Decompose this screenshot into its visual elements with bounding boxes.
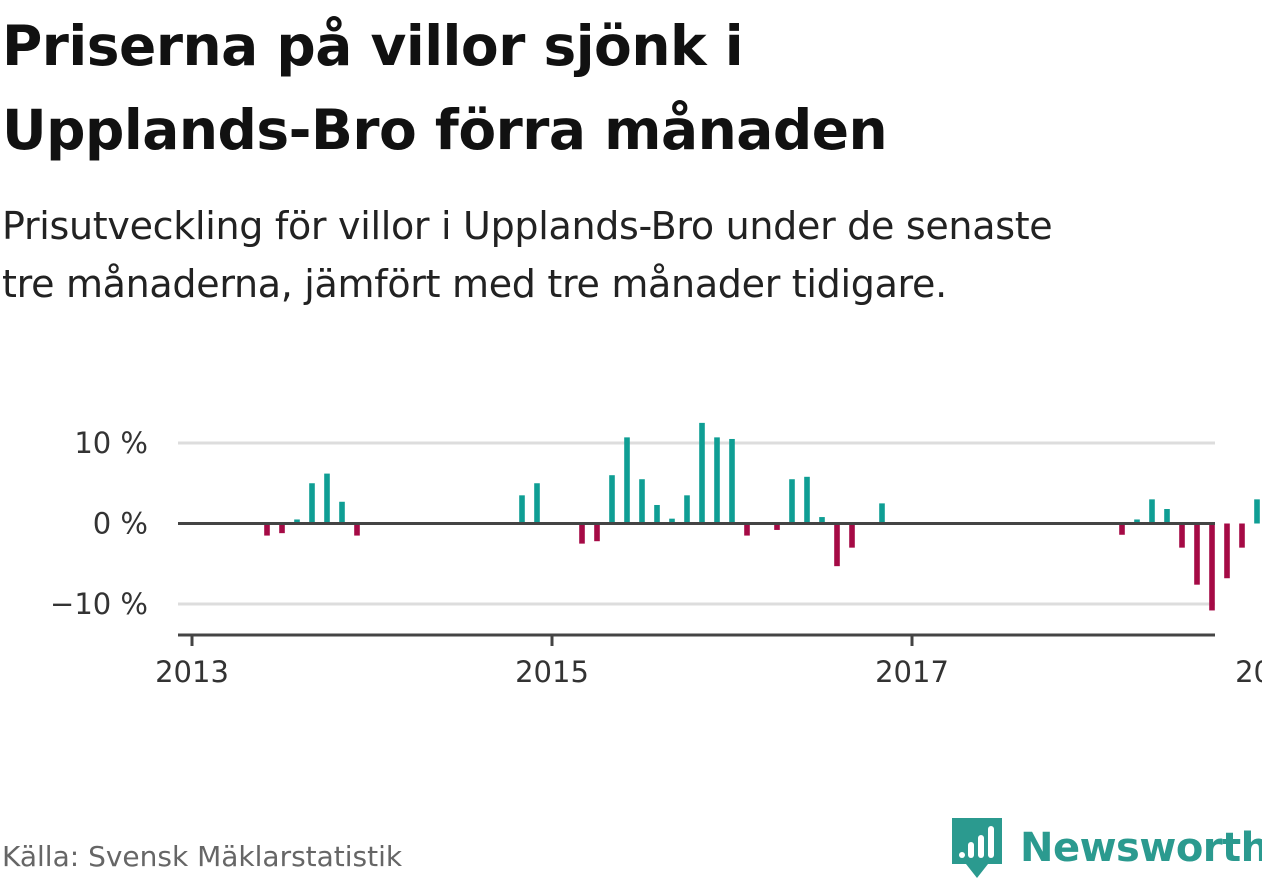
bar (1164, 509, 1170, 524)
bar (309, 483, 315, 524)
bar (729, 438, 735, 524)
bar (339, 501, 345, 524)
bar (1254, 499, 1260, 524)
bar (264, 523, 270, 536)
bar (1149, 499, 1155, 524)
bar (714, 437, 720, 524)
bar (684, 495, 690, 524)
gridlines (178, 441, 1215, 606)
bar (834, 523, 840, 567)
bar (1239, 523, 1245, 548)
x-tick-label: 2019 (1235, 655, 1262, 689)
bar (804, 476, 810, 524)
x-tick-label: 2013 (155, 655, 229, 689)
bar-chart: 10 %0 %−10 %201320152017201920212023−12 … (50, 422, 1262, 689)
bar (1209, 523, 1215, 611)
bar (1179, 523, 1185, 548)
bar (609, 475, 615, 524)
bar (1134, 519, 1140, 524)
bar (594, 523, 600, 542)
bar (1194, 523, 1200, 585)
bar (534, 483, 540, 524)
bar (519, 495, 525, 524)
bar (699, 422, 705, 524)
bar (1119, 523, 1125, 535)
bar (324, 473, 330, 524)
bar (579, 523, 585, 544)
bar (639, 479, 645, 524)
y-tick-label: −10 % (50, 587, 148, 621)
bar (669, 518, 675, 524)
chart-subtitle: Prisutveckling för villor i Upplands-Bro… (2, 197, 1252, 313)
title-line-2: Upplands-Bro förra månaden (2, 98, 888, 162)
title-line-1: Priserna på villor sjönk i (2, 14, 744, 78)
bar (279, 523, 285, 534)
bar (294, 519, 300, 524)
y-tick-label: 0 % (93, 507, 148, 541)
brand-name: Newsworthy (1020, 825, 1262, 871)
x-tick-label: 2017 (875, 655, 949, 689)
x-tick-label: 2015 (515, 655, 589, 689)
axes (178, 522, 1215, 646)
axis-labels: 10 %0 %−10 %201320152017201920212023−12 … (50, 426, 1262, 689)
bar (354, 523, 360, 536)
bar (879, 503, 885, 524)
bar (744, 523, 750, 536)
subtitle-line-1: Prisutveckling för villor i Upplands-Bro… (2, 204, 1053, 248)
subtitle-line-2: tre månaderna, jämfört med tre månader t… (2, 262, 947, 306)
source-note: Källa: Svensk Mäklarstatistik (2, 840, 403, 873)
bar (1224, 523, 1230, 579)
newsworthy-logo-icon (952, 818, 1002, 878)
y-tick-label: 10 % (74, 426, 148, 460)
bar (774, 523, 780, 530)
bar (849, 523, 855, 548)
bar (624, 437, 630, 524)
bar (819, 517, 825, 524)
bar (654, 504, 660, 524)
bars (264, 422, 1260, 611)
brand-logo[interactable]: Newsworthy (952, 818, 1262, 878)
chart-title: Priserna på villor sjönk i Upplands-Bro … (2, 4, 1242, 172)
bar (789, 479, 795, 524)
